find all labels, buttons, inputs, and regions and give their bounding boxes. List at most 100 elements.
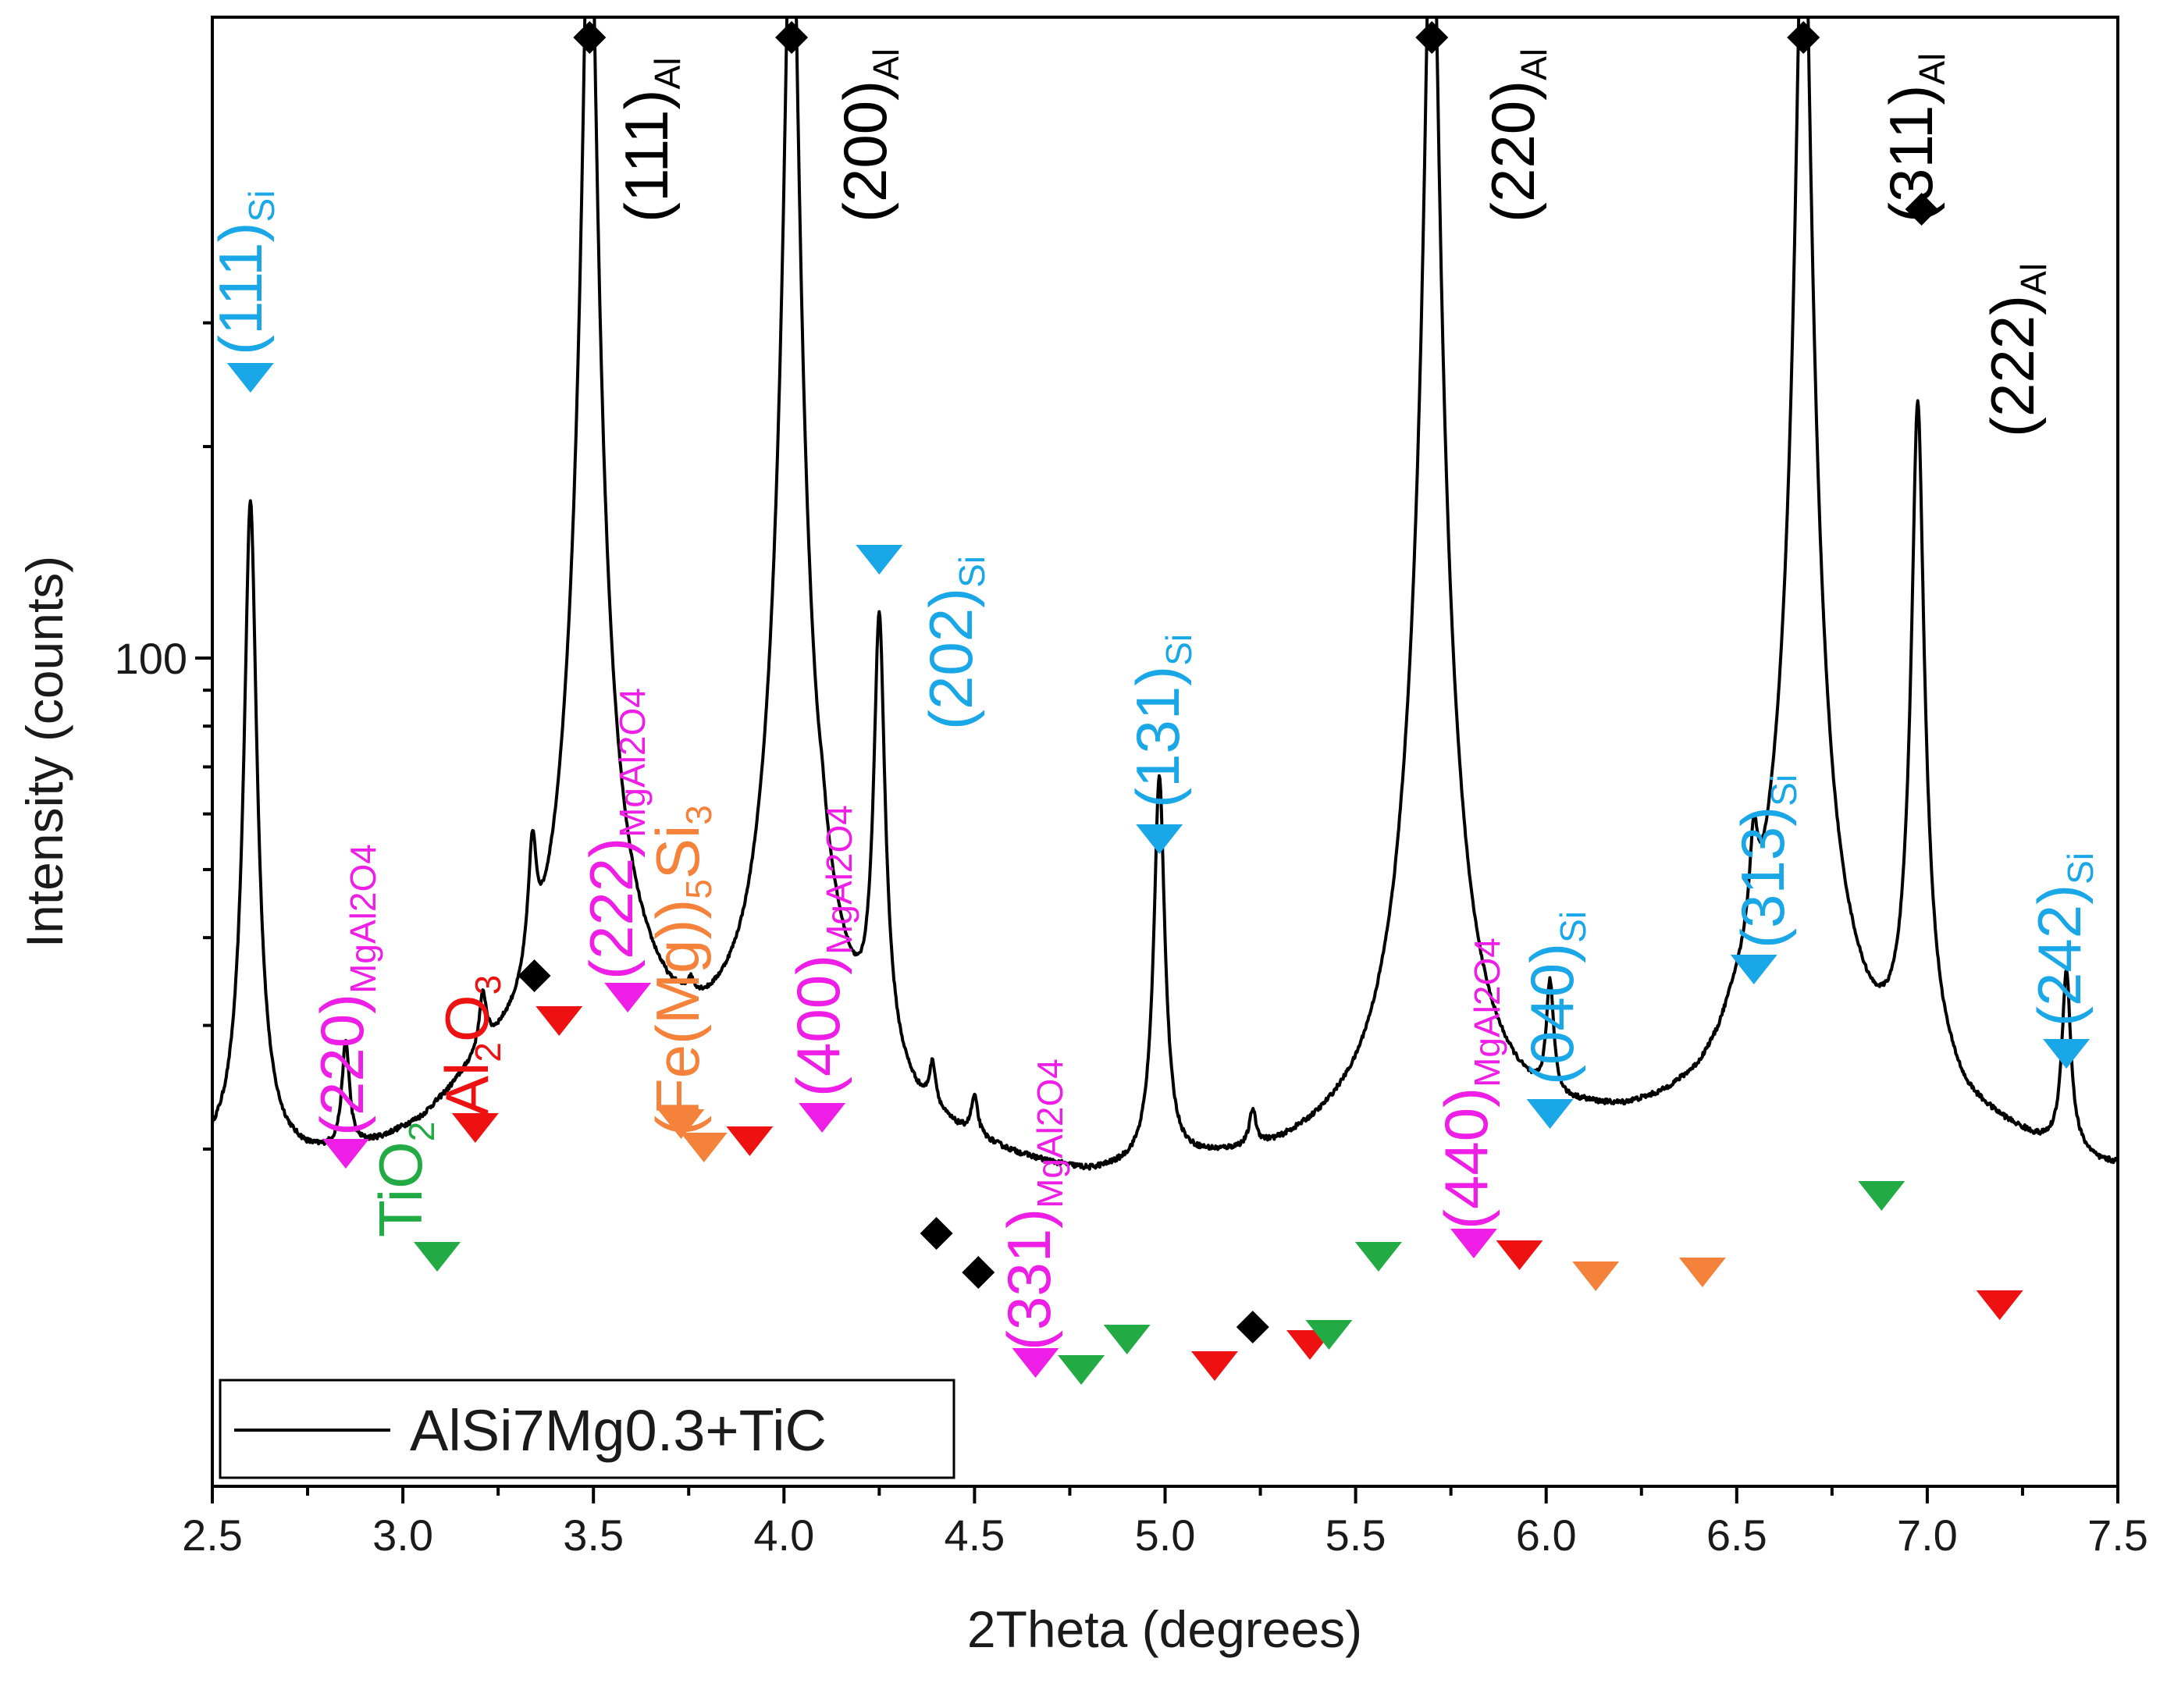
peak-label-index: (Fe(Mg)) [643, 899, 712, 1136]
peak-label-tio2: TiO2 [366, 1122, 442, 1237]
marker-triangle-femgsi [680, 1133, 728, 1162]
peak-label-subscript: Si [952, 556, 992, 588]
peak-label-subscript: Al [2013, 263, 2054, 295]
peak-label-subscript: 3 [468, 975, 508, 995]
marker-triangle-si [226, 363, 274, 393]
y-axis-title: Intensity (counts) [16, 556, 73, 948]
peak-label-index: (331) [995, 1208, 1063, 1350]
marker-diamond-al [518, 959, 551, 992]
marker-diamond-al [1236, 1311, 1269, 1343]
peak-label-index: (200) [831, 80, 899, 222]
peak-label-si: (202)Si [916, 556, 992, 730]
x-tick-label: 4.5 [944, 1511, 1005, 1560]
legend: AlSi7Mg0.3+TiC [219, 1379, 955, 1479]
peak-label-index: (202) [916, 588, 985, 730]
marker-triangle-femgsi [657, 1109, 705, 1139]
marker-diamond-al [1415, 21, 1449, 54]
peak-label-index: O [432, 995, 501, 1042]
peak-label-subscript: Si [241, 190, 282, 222]
peak-label-subscript: Al [1514, 48, 1554, 80]
marker-triangle-mgal2o4 [799, 1103, 846, 1133]
peak-label-subscript: Si [1763, 774, 1804, 806]
peak-label-index: (220) [1478, 80, 1547, 222]
peak-label-si: (111)Si [206, 190, 282, 355]
x-axis-ticks: 2.5 3.0 3.5 4.0 4.5 5.0 5.5 6.0 6.5 7.0 7.5 [182, 1486, 2148, 1560]
peak-label-subscript: 2 [468, 1042, 508, 1062]
peak-label-index: (440) [1432, 1087, 1500, 1229]
peak-label-mgal2o4: (222)MgAl2O4 [577, 688, 653, 980]
peak-label-al: (111)Al [612, 58, 688, 222]
peak-label-si: (131)Si [1123, 634, 1199, 808]
marker-triangle-mgal2o4 [1450, 1229, 1497, 1258]
peak-label-subscript: MgAl2O4 [343, 844, 383, 994]
peak-label-subscript: MgAl2O4 [612, 688, 653, 838]
peak-label-al: (200)Al [831, 48, 906, 222]
peak-label-index: Si [643, 825, 712, 879]
peak-label-subscript: 2 [401, 1122, 442, 1142]
marker-triangle-al2o3 [726, 1126, 774, 1156]
peak-label-index: TiO [366, 1141, 435, 1237]
x-axis-title: 2Theta (degrees) [967, 1600, 1362, 1658]
peak-label-index: (131) [1123, 666, 1192, 808]
peak-label-index: (111) [612, 89, 681, 222]
x-tick-label: 7.0 [1897, 1511, 1958, 1560]
peak-label-si: (313)Si [1728, 774, 1804, 948]
peak-label-index: (040) [1518, 943, 1586, 1085]
x-tick-label: 7.5 [2087, 1511, 2148, 1560]
marker-triangle-tio2 [1354, 1242, 1402, 1272]
marker-triangle-tio2 [1103, 1325, 1151, 1354]
peak-label-mgal2o4: (331)MgAl2O4 [995, 1059, 1070, 1350]
x-tick-label: 6.5 [1706, 1511, 1767, 1560]
series-line-alsi7mg [212, 17, 2118, 1171]
marker-diamond-al [962, 1256, 995, 1289]
marker-diamond-al [1905, 193, 1938, 226]
peak-label-subscript: Al [647, 58, 688, 90]
peak-label-index: (313) [1728, 806, 1797, 948]
x-tick-label: 6.0 [1516, 1511, 1577, 1560]
peak-label-index: (400) [784, 955, 852, 1097]
x-tick-label: 5.0 [1135, 1511, 1196, 1560]
peak-label-subscript: MgAl2O4 [819, 805, 859, 955]
marker-triangle-tio2 [414, 1242, 461, 1272]
peak-label-al2o3: Al2O3 [432, 975, 508, 1116]
x-tick-label: 4.0 [753, 1511, 814, 1560]
marker-triangle-mgal2o4 [322, 1139, 369, 1169]
peak-label-al: (311)Al [1877, 53, 1952, 222]
phase-markers [226, 21, 2090, 1385]
peak-label-subscript: Al [866, 48, 906, 80]
peak-label-mgal2o4: (220)MgAl2O4 [308, 844, 383, 1136]
marker-triangle-tio2 [1305, 1320, 1353, 1350]
marker-diamond-al [1787, 21, 1820, 54]
peak-label-subscript: 3 [678, 805, 719, 825]
marker-triangle-al2o3 [536, 1006, 583, 1036]
y-tick-label: 100 [115, 634, 187, 683]
x-tick-label: 2.5 [182, 1511, 243, 1560]
marker-triangle-al2o3 [1496, 1240, 1543, 1270]
marker-diamond-al [920, 1217, 953, 1250]
marker-triangle-mgal2o4 [1012, 1348, 1059, 1378]
peak-label-index: (111) [206, 222, 275, 355]
marker-triangle-tio2 [1058, 1355, 1105, 1385]
peak-label-mgal2o4: (400)MgAl2O4 [784, 805, 859, 1097]
x-tick-label: 3.5 [563, 1511, 624, 1560]
peak-annotations: (111)Al(200)Al(220)Al(311)Al(222)Al(111)… [206, 48, 2101, 1350]
peak-label-index: (222) [1978, 295, 2047, 437]
peak-label-index: (220) [308, 994, 376, 1136]
peak-label-al: (220)Al [1478, 48, 1554, 222]
y-axis-ticks: 100 [115, 321, 212, 1151]
x-tick-label: 5.5 [1325, 1511, 1386, 1560]
peak-label-subscript: MgAl2O4 [1467, 938, 1507, 1087]
marker-diamond-al [573, 21, 607, 54]
peak-label-subscript: Al [1912, 53, 1952, 85]
peak-label-si: (040)Si [1518, 911, 1593, 1085]
marker-triangle-femgsi [1572, 1261, 1620, 1291]
peak-label-femgsi: (Fe(Mg))5Si3 [643, 805, 719, 1136]
peak-label-index: Al [432, 1062, 501, 1116]
marker-triangle-si [1526, 1099, 1574, 1129]
peak-label-subscript: Si [2060, 852, 2101, 884]
marker-triangle-al2o3 [451, 1113, 499, 1143]
marker-diamond-al [775, 21, 809, 54]
marker-triangle-si [856, 545, 903, 575]
peak-label-index: (222) [577, 838, 646, 980]
